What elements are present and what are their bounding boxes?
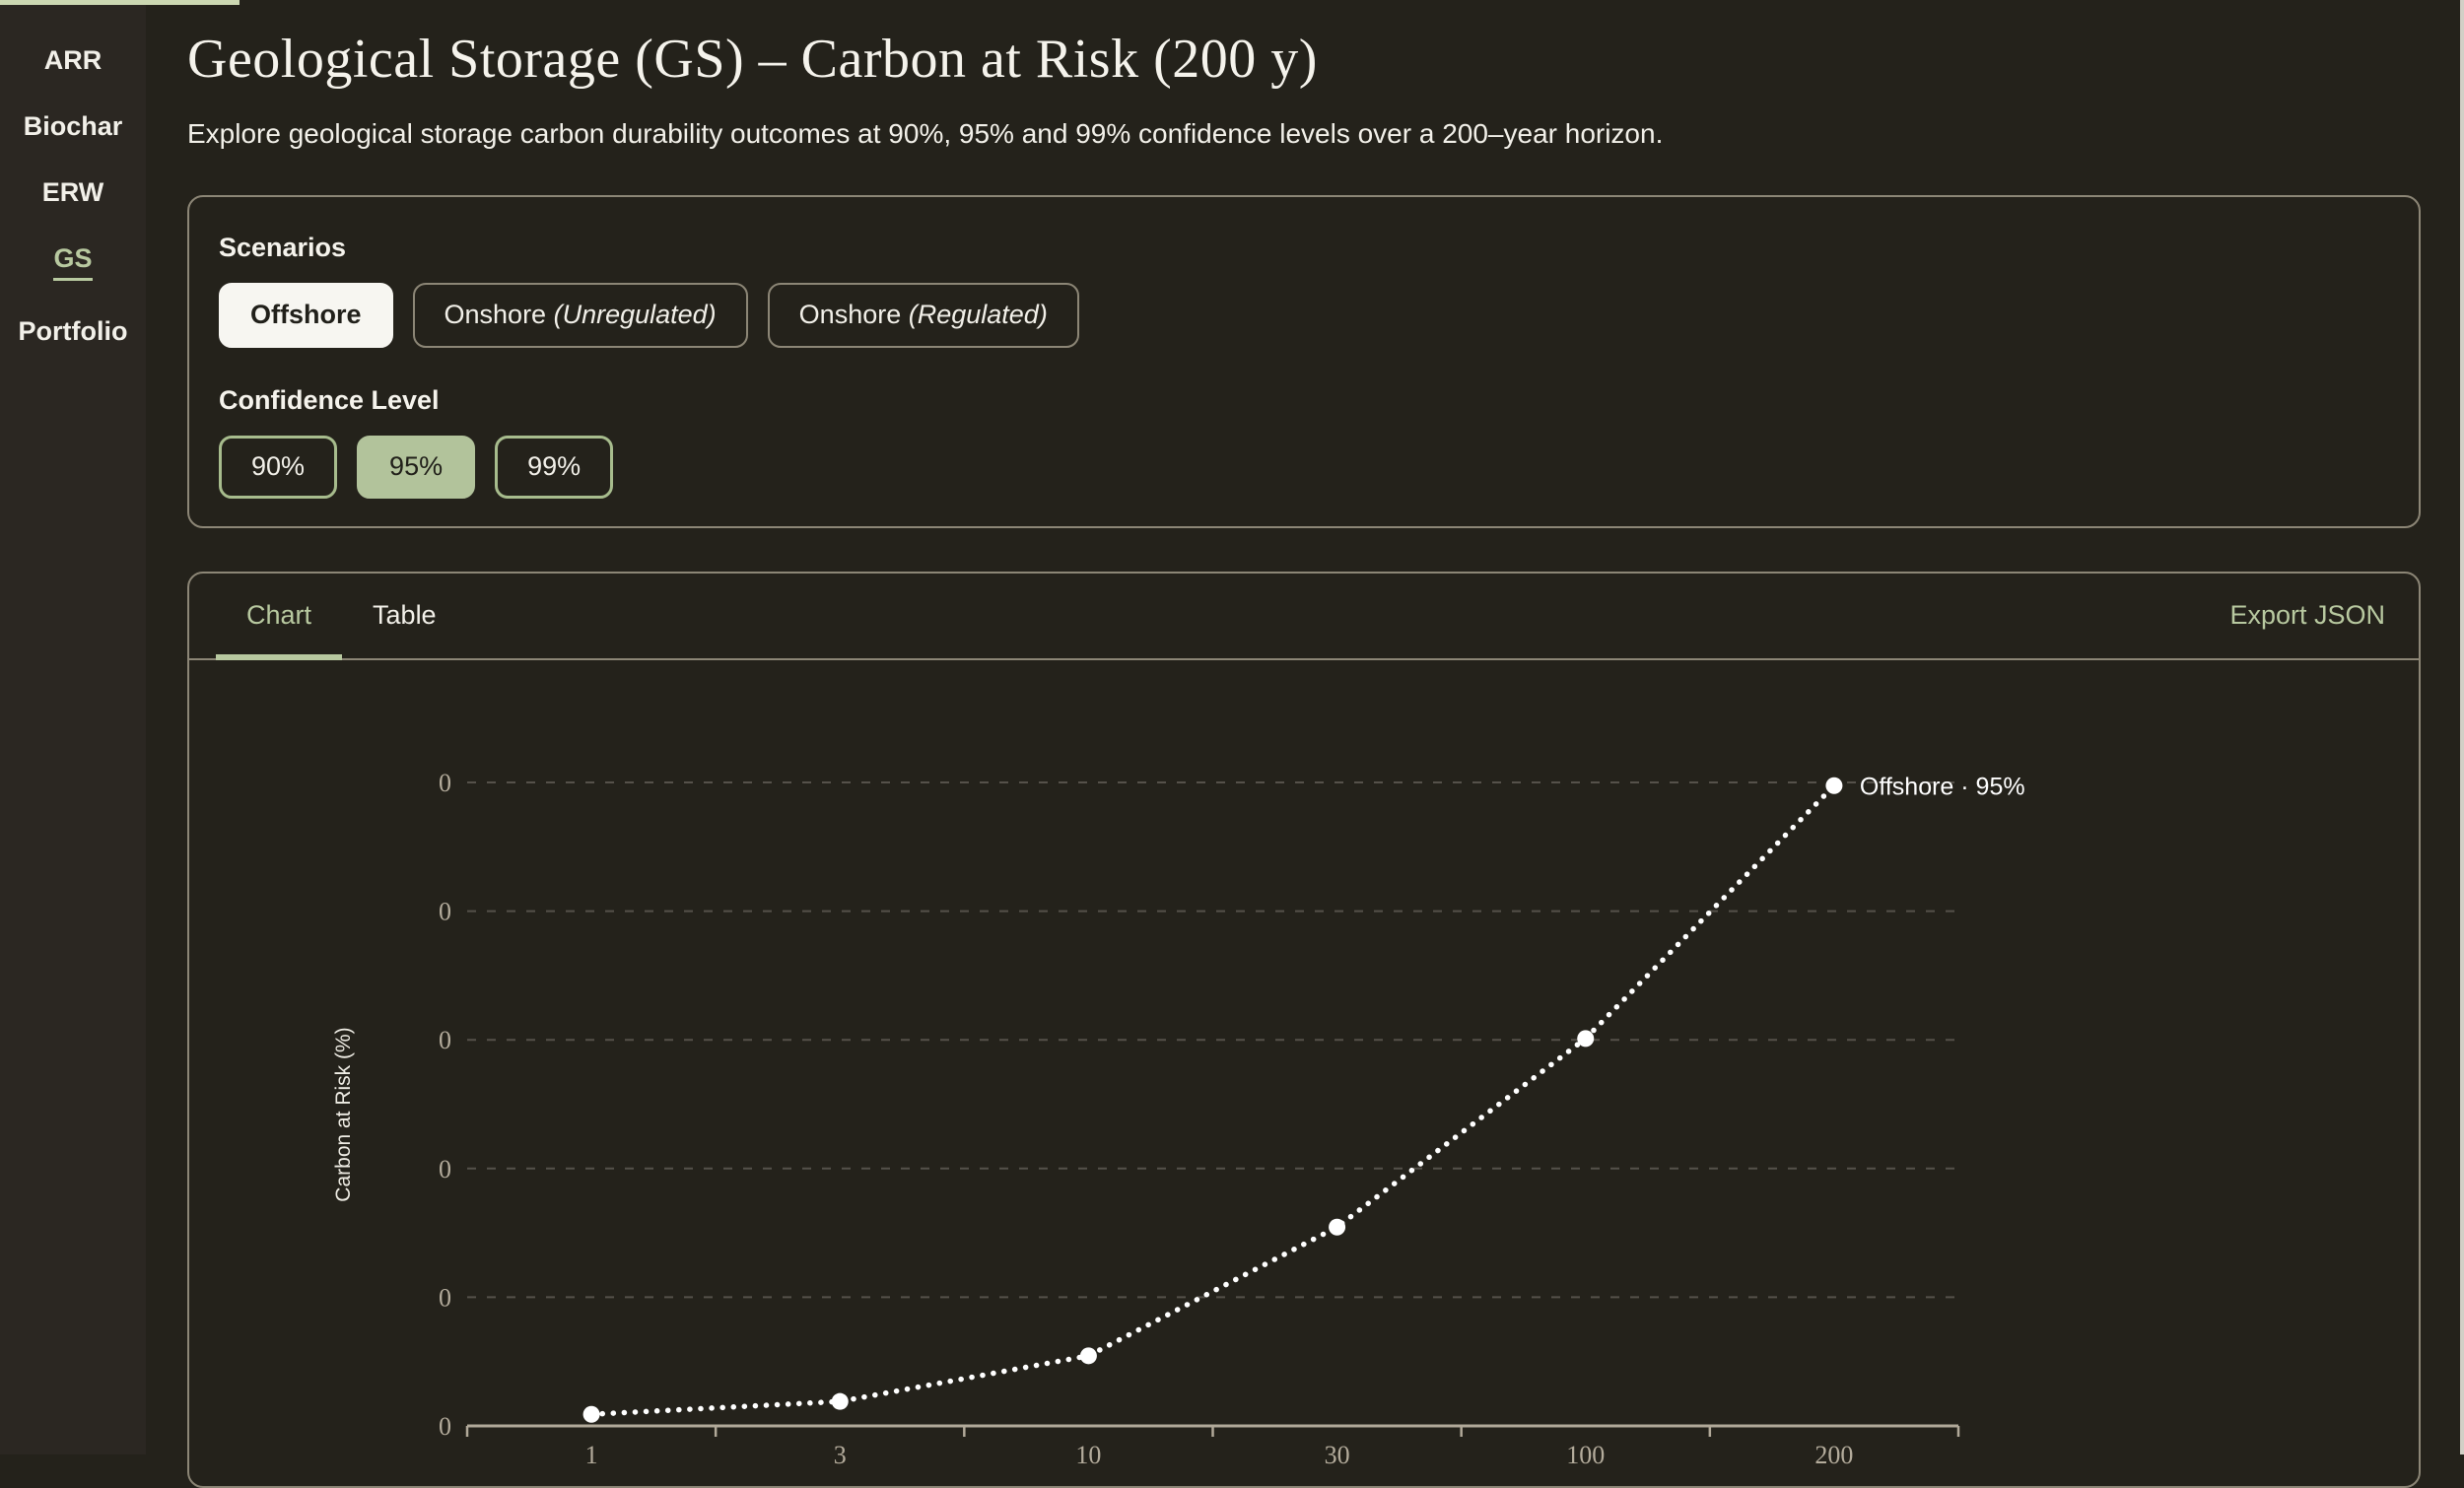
scenario-onshore-unregulated-button[interactable]: Onshore (Unregulated) xyxy=(412,282,748,348)
chart-panel: Chart Table Export JSON 0 0 0 0 0 0 1 3 10 30 100 2… xyxy=(187,571,2421,1488)
controls-panel: Scenarios Offshore Onshore (Unregulated)… xyxy=(187,194,2421,528)
y-tick-label: 0 xyxy=(439,1283,451,1312)
scenarios-label: Scenarios xyxy=(219,232,347,262)
x-tick-label: 200 xyxy=(1814,1441,1853,1469)
scenario-onshore-regulated-suffix: (Regulated) xyxy=(908,300,1048,330)
scenario-onshore-unregulated-suffix: (Unregulated) xyxy=(553,300,717,330)
x-tick-label: 3 xyxy=(834,1441,847,1469)
x-tick-label: 10 xyxy=(1075,1441,1101,1469)
confidence-button-row: 90% 95% 99% xyxy=(219,435,2383,499)
x-tick-label: 100 xyxy=(1566,1441,1605,1469)
y-tick-label: 0 xyxy=(439,1026,451,1054)
sidebar-item-arr[interactable]: ARR xyxy=(43,45,103,75)
y-tick-label: 0 xyxy=(439,897,451,925)
scenario-onshore-unregulated-label: Onshore xyxy=(444,300,554,330)
scenario-onshore-regulated-label: Onshore xyxy=(798,300,909,330)
y-tick-label: 0 xyxy=(439,769,451,797)
sidebar-item-gs[interactable]: GS xyxy=(53,243,93,281)
x-tick-label: 1 xyxy=(585,1441,598,1469)
y-tick-label: 0 xyxy=(439,1412,451,1441)
scrollbar[interactable] xyxy=(2460,0,2464,1454)
y-axis-title: Carbon at Risk (%) xyxy=(332,1027,355,1201)
confidence-99-button[interactable]: 99% xyxy=(495,435,614,499)
series-end-label: Offshore · 95% xyxy=(1860,773,2025,800)
sidebar-item-biochar[interactable]: Biochar xyxy=(23,111,123,141)
confidence-95-button[interactable]: 95% xyxy=(357,435,476,499)
confidence-level-label: Confidence Level xyxy=(219,384,440,415)
sidebar-item-erw[interactable]: ERW xyxy=(41,177,104,207)
scenario-onshore-regulated-button[interactable]: Onshore (Regulated) xyxy=(767,282,1079,348)
active-app-top-strip xyxy=(0,0,240,5)
carbon-at-risk-chart: 0 0 0 0 0 0 1 3 10 30 100 200 Carbon at Risk (%) Offs… xyxy=(189,660,2419,1486)
page-title: Geological Storage (GS) – Carbon at Risk… xyxy=(187,29,1318,90)
main-content: Geological Storage (GS) – Carbon at Risk… xyxy=(146,0,2464,1488)
carbon-at-risk-chart-svg: 0 0 0 0 0 0 1 3 10 30 100 200 Carbon at Risk (%) Offs… xyxy=(332,769,2025,1469)
scenario-offshore-label: Offshore xyxy=(250,300,362,330)
scenario-offshore-button[interactable]: Offshore xyxy=(219,282,393,348)
tab-chart[interactable]: Chart xyxy=(216,574,343,660)
export-json-button[interactable]: Export JSON xyxy=(2229,600,2385,631)
page-subtitle: Explore geological storage carbon durabi… xyxy=(187,117,1664,149)
sidebar: ARR Biochar ERW GS Portfolio xyxy=(0,0,146,1454)
scenario-button-row: Offshore Onshore (Unregulated) Onshore (… xyxy=(219,282,2383,348)
y-tick-label: 0 xyxy=(439,1154,451,1183)
sidebar-item-portfolio[interactable]: Portfolio xyxy=(18,316,128,346)
tab-table[interactable]: Table xyxy=(373,600,437,631)
confidence-90-button[interactable]: 90% xyxy=(219,435,338,499)
chart-panel-tab-bar: Chart Table Export JSON xyxy=(189,574,2419,660)
x-tick-label: 30 xyxy=(1325,1441,1350,1469)
